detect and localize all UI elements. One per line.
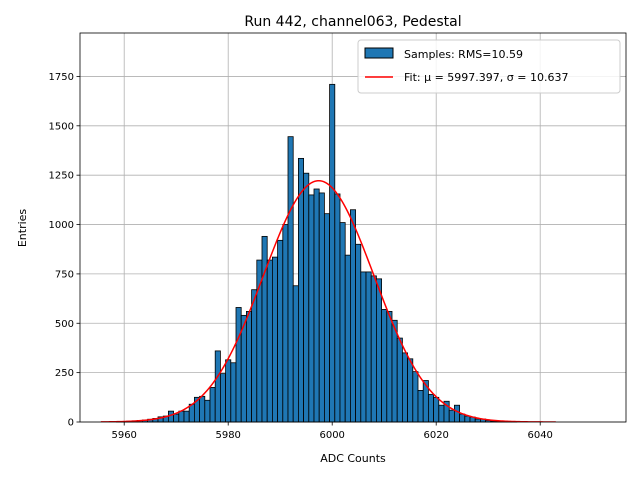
y-tick-label: 1500 [49, 121, 74, 132]
histogram-bar [323, 213, 330, 423]
histogram-bar [271, 256, 278, 423]
histogram-bar [292, 285, 299, 423]
histogram-bar [375, 278, 382, 423]
legend-label-samples: Samples: RMS=10.59 [404, 48, 523, 61]
histogram-bar [453, 404, 460, 423]
histogram-bar [334, 193, 341, 423]
histogram-bar [230, 362, 237, 423]
histogram-bar [261, 235, 268, 423]
legend-label-fit: Fit: μ = 5997.397, σ = 10.637 [404, 71, 568, 84]
histogram-bar [407, 358, 414, 423]
histogram-bar [391, 319, 398, 423]
histogram-bar [167, 410, 174, 423]
histogram-bar [313, 188, 320, 423]
legend: Samples: RMS=10.59 Fit: μ = 5997.397, σ … [357, 39, 621, 94]
histogram-bar [329, 83, 336, 423]
x-axis-label: ADC Counts [320, 452, 386, 465]
chart-title: Run 442, channel063, Pedestal [244, 14, 461, 30]
histogram-bar [438, 404, 445, 423]
histogram-bar [396, 337, 403, 423]
histogram-bar [355, 243, 362, 423]
histogram-bar [308, 194, 315, 423]
histogram-bar [318, 192, 325, 423]
y-axis-label: Entries [16, 209, 29, 248]
histogram-bar [386, 311, 393, 423]
histogram-bar [365, 271, 372, 423]
histogram-bar [401, 352, 408, 423]
x-tick-label: 6040 [527, 430, 552, 441]
plot-frame [79, 32, 627, 423]
histogram-bar [412, 371, 419, 423]
y-tick-label: 1750 [49, 72, 74, 83]
histogram-bar [344, 254, 351, 423]
y-tick-label: 250 [55, 368, 74, 379]
y-axis-ticks: 0 250 500 750 1000 1250 1500 1750 [49, 72, 80, 429]
y-tick-label: 0 [68, 418, 74, 429]
histogram-bar [381, 309, 388, 423]
y-tick-label: 500 [55, 319, 74, 330]
histogram-bar [188, 403, 195, 423]
histogram-bar [287, 136, 294, 423]
histogram-bar [433, 396, 440, 423]
histogram-bar [173, 413, 180, 423]
x-tick-label: 6020 [423, 430, 448, 441]
x-tick-label: 5980 [215, 430, 240, 441]
histogram-bar [349, 209, 356, 423]
histogram-bar [360, 271, 367, 423]
histogram-bar [178, 410, 185, 423]
x-tick-label: 5960 [111, 430, 136, 441]
histogram-bar [303, 172, 310, 423]
y-tick-label: 750 [55, 269, 74, 280]
histogram-bar [464, 415, 471, 423]
histogram-bar [199, 395, 206, 423]
histogram-bar [251, 289, 258, 423]
histogram-bar [245, 311, 252, 423]
y-tick-label: 1250 [49, 171, 74, 182]
histogram-bar [448, 409, 455, 423]
legend-box [357, 39, 621, 94]
histogram-bar [214, 350, 221, 423]
histogram-bar [235, 307, 242, 423]
histogram-bar [209, 387, 216, 423]
histogram-bar [277, 239, 284, 423]
x-axis-ticks: 5960 5980 6000 6020 6040 [111, 422, 553, 441]
histogram-bar [474, 418, 481, 423]
y-tick-label: 1000 [49, 220, 74, 231]
histogram-bar [459, 413, 466, 423]
histogram-bar [297, 157, 304, 423]
histogram-bar [370, 275, 377, 423]
legend-bar-swatch [364, 47, 394, 59]
histogram-bar [266, 259, 273, 423]
histogram-bar [183, 410, 190, 423]
histogram-bar [427, 393, 434, 423]
histogram-bar [219, 373, 226, 423]
histogram-bar [204, 399, 211, 423]
histogram-bar [417, 390, 424, 423]
histogram-bar [225, 359, 232, 423]
histogram-bar [339, 222, 346, 423]
histogram-bar [282, 224, 289, 423]
x-tick-label: 6000 [319, 430, 344, 441]
fit-curve [100, 179, 556, 422]
